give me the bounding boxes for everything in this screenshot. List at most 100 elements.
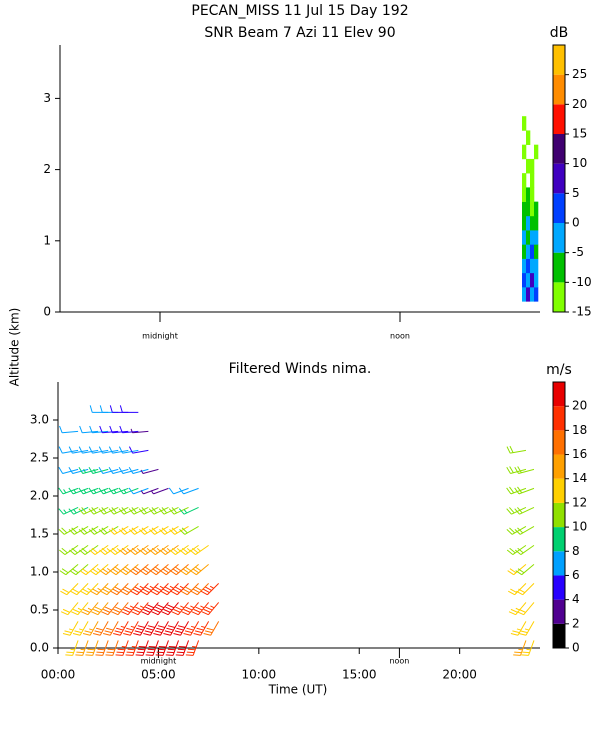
heat-cell xyxy=(526,158,531,174)
wind-barb xyxy=(128,525,149,535)
y-tick-label: 0.0 xyxy=(30,641,49,655)
heat-cell xyxy=(534,244,539,259)
wind-barb xyxy=(109,425,129,434)
wind-barb xyxy=(138,525,159,535)
wind-barb xyxy=(60,583,79,596)
wind-barb xyxy=(120,583,139,596)
colorbar-tick-label: 15 xyxy=(572,127,587,141)
wind-barb xyxy=(165,640,179,656)
wind-barb xyxy=(79,544,99,555)
wind-barb xyxy=(128,487,149,495)
colorbar-tick-label: 14 xyxy=(572,471,587,485)
wind-barb xyxy=(190,564,209,576)
wind-barb xyxy=(149,544,169,555)
wind-barb xyxy=(521,640,535,656)
wind-barb xyxy=(93,621,109,636)
y-tick-label: 3 xyxy=(43,91,51,105)
wind-barb xyxy=(135,640,149,656)
wind-barb xyxy=(69,564,89,576)
wind-barb xyxy=(159,525,179,535)
wind-barb xyxy=(98,467,119,475)
wind-barb xyxy=(75,640,89,656)
wind-barb xyxy=(89,425,109,434)
wind-barb xyxy=(163,621,179,636)
colorbar-band xyxy=(553,406,565,431)
heat-cell xyxy=(534,258,539,274)
heat-cell xyxy=(526,201,531,217)
heat-cell xyxy=(526,230,531,245)
wind-barb xyxy=(108,467,129,475)
heat-cell xyxy=(526,215,531,231)
colorbar-band xyxy=(553,599,565,624)
wind-barb xyxy=(119,544,139,555)
wind-barb xyxy=(118,525,139,535)
colorbar-tick-label: 2 xyxy=(572,616,580,630)
wind-barb xyxy=(518,621,535,636)
x-axis-label: Time (UT) xyxy=(268,683,328,697)
x-tick-label: 00:00 xyxy=(41,668,76,682)
wind-barb xyxy=(68,467,89,475)
y-tick-label: 0 xyxy=(43,305,51,319)
wind-barb xyxy=(82,621,99,636)
colorbar-band xyxy=(553,163,565,194)
wind-barb xyxy=(99,544,119,555)
wind-barb xyxy=(128,446,149,454)
heat-cell xyxy=(534,287,539,302)
wind-barb xyxy=(110,583,129,596)
wind-barb xyxy=(59,425,79,434)
colorbar-tick-label: 10 xyxy=(572,156,587,170)
wind-barb xyxy=(125,640,139,656)
heat-cell xyxy=(530,230,535,245)
wind-barb xyxy=(515,564,535,576)
heat-cell xyxy=(522,201,527,217)
wind-barb xyxy=(173,621,189,636)
wind-barb xyxy=(100,583,119,596)
colorbar-band xyxy=(553,223,565,253)
heat-cell xyxy=(522,215,527,231)
x-tick-label: 15:00 xyxy=(342,668,377,682)
wind-barb xyxy=(140,468,159,475)
wind-barb xyxy=(90,583,109,596)
wind-barb xyxy=(513,640,527,656)
wind-barb xyxy=(98,446,119,454)
y-tick-label: 0.5 xyxy=(30,603,49,617)
wind-barb xyxy=(99,405,119,413)
colorbar-tick-label: 20 xyxy=(572,97,587,111)
wind-barb xyxy=(514,525,535,535)
heat-cell xyxy=(526,272,531,288)
local-time-label: midnight xyxy=(141,657,177,666)
wind-barb xyxy=(59,564,79,576)
colorbar-band xyxy=(553,104,565,134)
wind-barb xyxy=(123,621,139,636)
chart-title: PECAN_MISS 11 Jul 15 Day 192 xyxy=(191,3,408,19)
wind-barb xyxy=(119,425,139,434)
heat-cell xyxy=(526,130,531,145)
local-time-label: noon xyxy=(389,657,409,666)
local-time-label: midnight xyxy=(142,332,178,341)
wind-barb xyxy=(139,564,159,576)
wind-barb xyxy=(178,487,199,495)
wind-barb xyxy=(72,621,89,636)
heat-cell xyxy=(522,244,527,259)
y-tick-label: 1.5 xyxy=(30,527,49,541)
colorbar-tick-label: 0 xyxy=(572,216,580,230)
wind-barb xyxy=(175,640,190,656)
heat-cell xyxy=(530,187,535,202)
colorbar-band xyxy=(553,193,565,223)
colorbar-band xyxy=(553,282,565,312)
colorbar-tick-label: 12 xyxy=(572,495,587,509)
colorbar-tick-label: 4 xyxy=(572,592,580,606)
wind-barb xyxy=(109,405,129,413)
heat-cell xyxy=(530,158,535,174)
colorbar-band xyxy=(553,45,565,75)
wind-barb xyxy=(201,602,220,616)
heat-cell xyxy=(522,173,527,188)
wind-barb xyxy=(508,583,527,596)
wind-barb xyxy=(88,446,109,454)
heat-cell xyxy=(530,215,535,231)
wind-barb xyxy=(203,621,220,636)
wind-barb xyxy=(58,467,79,475)
colorbar-label: dB xyxy=(550,25,569,41)
heat-cell xyxy=(530,201,535,217)
wind-barb xyxy=(140,583,159,596)
